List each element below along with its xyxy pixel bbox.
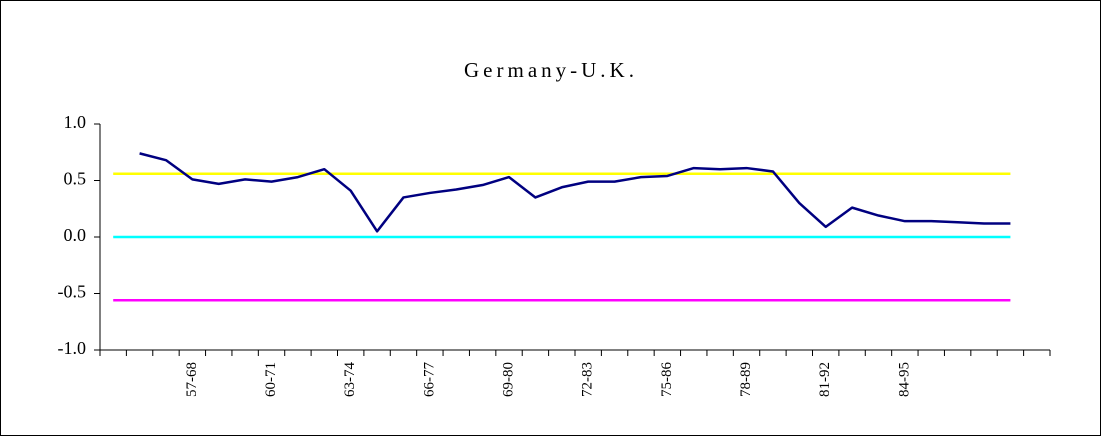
x-tick-label: 78-89: [738, 362, 754, 397]
x-tick-label: 63-74: [342, 362, 358, 397]
x-tick-label: 69-80: [500, 362, 516, 397]
y-tick-label: 1.0: [64, 112, 87, 132]
x-tick-label: 75-86: [659, 362, 675, 397]
x-tick-label: 60-71: [263, 362, 279, 397]
y-tick-label: 0.0: [64, 225, 87, 245]
y-tick-label: 0.5: [64, 169, 87, 189]
x-tick-label: 57-68: [184, 362, 200, 397]
x-tick-label: 72-83: [580, 362, 596, 397]
y-tick-label: -0.5: [58, 282, 87, 302]
x-tick-label: 84-95: [896, 362, 912, 397]
series-line: [139, 152, 1011, 233]
y-tick-label: -1.0: [58, 338, 87, 358]
chart-title: Germany-U.K.: [464, 58, 638, 82]
x-tick-label: 81-92: [817, 362, 833, 397]
x-tick-label: 66-77: [421, 362, 437, 397]
